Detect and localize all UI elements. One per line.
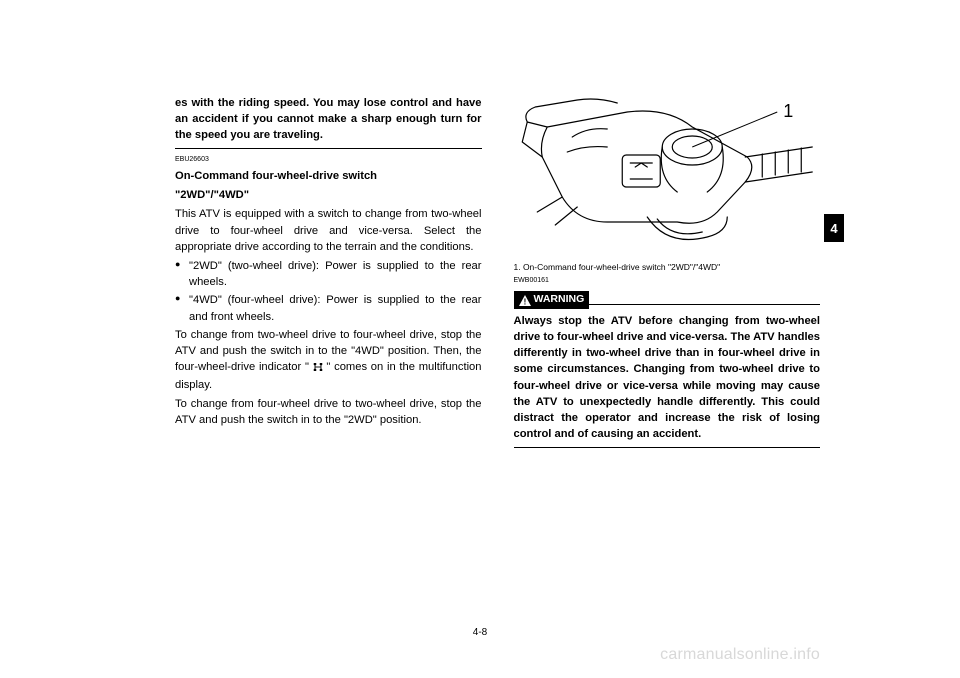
right-column: 1 1. On-Command four-wheel-drive switch … xyxy=(514,95,821,648)
warning-end-divider xyxy=(514,447,821,448)
chapter-tab: 4 xyxy=(824,214,844,242)
section-heading-line1: On-Command four-wheel-drive switch xyxy=(175,168,482,184)
chapter-tab-number: 4 xyxy=(830,221,837,236)
change-to-4wd-paragraph: To change from two-wheel drive to four-w… xyxy=(175,327,482,393)
warning-body-text: Always stop the ATV before changing from… xyxy=(514,313,821,443)
drive-mode-list: "2WD" (two-wheel drive): Power is suppli… xyxy=(175,258,482,325)
figure-caption: 1. On-Command four-wheel-drive switch "2… xyxy=(514,261,821,273)
change-to-2wd-paragraph: To change from four-wheel drive to two-w… xyxy=(175,396,482,428)
warning-badge: ! WARNING xyxy=(514,291,590,308)
left-column: es with the riding speed. You may lose c… xyxy=(175,95,482,648)
watermark-text: carmanualsonline.info xyxy=(660,646,820,664)
section-divider xyxy=(175,148,482,149)
warning-triangle-icon: ! xyxy=(519,295,531,306)
warning-label-text: WARNING xyxy=(534,292,585,307)
intro-paragraph: This ATV is equipped with a switch to ch… xyxy=(175,206,482,255)
callout-number-text: 1 xyxy=(783,101,793,121)
section-code: EBU26603 xyxy=(175,155,482,165)
warning-heading-row: ! WARNING xyxy=(514,289,821,308)
section-heading-line2: "2WD"/"4WD" xyxy=(175,187,482,203)
four-wheel-drive-indicator-icon xyxy=(313,360,323,376)
warning-code: EWB00161 xyxy=(514,276,821,286)
svg-text:!: ! xyxy=(523,297,526,306)
list-item: "2WD" (two-wheel drive): Power is suppli… xyxy=(175,258,482,290)
page-number: 4-8 xyxy=(0,627,960,638)
warning-rule xyxy=(589,304,820,305)
switch-illustration: 1 xyxy=(514,97,821,257)
lead-warning-continuation: es with the riding speed. You may lose c… xyxy=(175,95,482,144)
list-item: "4WD" (four-wheel drive): Power is suppl… xyxy=(175,292,482,324)
manual-page: es with the riding speed. You may lose c… xyxy=(0,0,960,678)
